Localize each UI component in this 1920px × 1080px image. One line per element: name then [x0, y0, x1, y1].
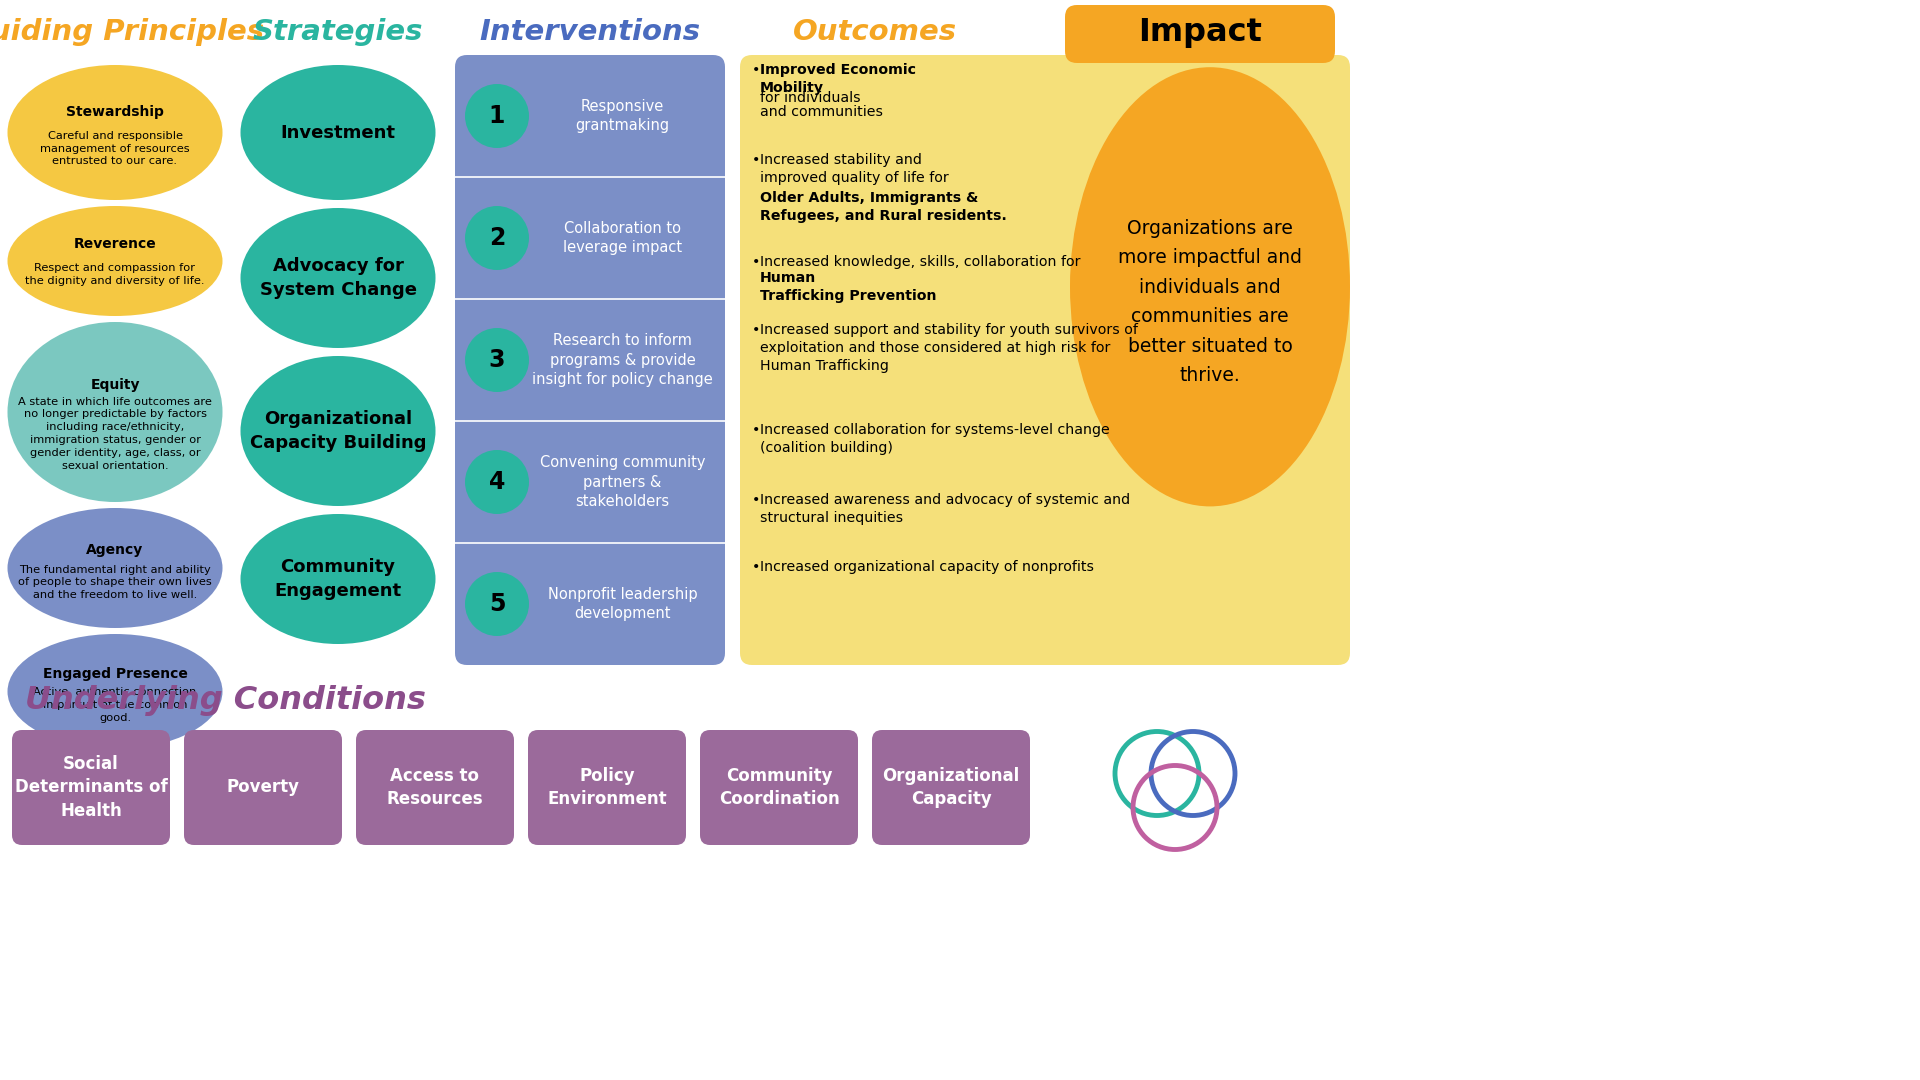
Text: Increased collaboration for systems-level change
(coalition building): Increased collaboration for systems-leve… [760, 423, 1110, 455]
Ellipse shape [8, 65, 223, 200]
Circle shape [465, 572, 530, 636]
Text: •: • [753, 561, 760, 573]
FancyBboxPatch shape [455, 55, 726, 665]
Text: for individuals: for individuals [760, 91, 860, 105]
Text: Organizational
Capacity Building: Organizational Capacity Building [250, 410, 426, 451]
Text: Outcomes: Outcomes [793, 18, 956, 46]
Ellipse shape [8, 322, 223, 502]
Ellipse shape [1069, 67, 1350, 507]
Text: Strategies: Strategies [253, 18, 422, 46]
Circle shape [465, 450, 530, 514]
Ellipse shape [240, 356, 436, 507]
Text: Collaboration to
leverage impact: Collaboration to leverage impact [563, 220, 682, 255]
Text: The fundamental right and ability
of people to shape their own lives
and the fre: The fundamental right and ability of peo… [17, 565, 211, 600]
Text: Reverence: Reverence [73, 238, 156, 252]
FancyBboxPatch shape [701, 730, 858, 845]
Text: Community
Engagement: Community Engagement [275, 558, 401, 599]
Text: •: • [753, 255, 760, 269]
Text: Respect and compassion for
the dignity and diversity of life.: Respect and compassion for the dignity a… [25, 262, 205, 285]
Text: 4: 4 [490, 470, 505, 494]
Text: Organizational
Capacity: Organizational Capacity [883, 767, 1020, 808]
Text: Stewardship: Stewardship [65, 105, 163, 119]
FancyBboxPatch shape [739, 55, 1350, 665]
Text: and communities: and communities [760, 105, 883, 119]
Text: Convening community
partners &
stakeholders: Convening community partners & stakehold… [540, 455, 705, 510]
Text: Advocacy for
System Change: Advocacy for System Change [259, 257, 417, 299]
Text: Access to
Resources: Access to Resources [386, 767, 484, 808]
Text: Increased support and stability for youth survivors of
exploitation and those co: Increased support and stability for yout… [760, 323, 1139, 373]
FancyBboxPatch shape [872, 730, 1029, 845]
Ellipse shape [8, 206, 223, 316]
Text: Community
Coordination: Community Coordination [718, 767, 839, 808]
Text: Policy
Environment: Policy Environment [547, 767, 666, 808]
Text: Interventions: Interventions [480, 18, 701, 46]
Text: Nonprofit leadership
development: Nonprofit leadership development [547, 586, 697, 621]
Circle shape [465, 328, 530, 392]
Text: 5: 5 [490, 592, 505, 616]
Text: Underlying Conditions: Underlying Conditions [25, 685, 426, 716]
Text: Increased stability and
improved quality of life for: Increased stability and improved quality… [760, 153, 948, 185]
Text: Human
Trafficking Prevention: Human Trafficking Prevention [760, 271, 937, 302]
Text: 2: 2 [490, 226, 505, 249]
Text: Engaged Presence: Engaged Presence [42, 667, 188, 681]
Text: Increased organizational capacity of nonprofits: Increased organizational capacity of non… [760, 561, 1094, 573]
Text: Organizations are
more impactful and
individuals and
communities are
better situ: Organizations are more impactful and ind… [1117, 218, 1302, 386]
Text: Active, authentic connection
in pursuit of the common
good.: Active, authentic connection in pursuit … [33, 688, 196, 724]
FancyBboxPatch shape [528, 730, 685, 845]
FancyBboxPatch shape [184, 730, 342, 845]
FancyBboxPatch shape [355, 730, 515, 845]
Text: Guiding Principles: Guiding Principles [0, 18, 265, 46]
Text: •: • [753, 492, 760, 507]
Text: Poverty: Poverty [227, 779, 300, 797]
Text: Impact: Impact [1139, 17, 1261, 49]
Text: •: • [753, 323, 760, 337]
Circle shape [465, 84, 530, 148]
Text: •: • [753, 153, 760, 167]
Ellipse shape [240, 208, 436, 348]
Text: Investment: Investment [280, 123, 396, 141]
Text: •: • [753, 423, 760, 437]
Text: Increased knowledge, skills, collaboration for: Increased knowledge, skills, collaborati… [760, 255, 1085, 269]
Text: Improved Economic
Mobility: Improved Economic Mobility [760, 63, 916, 95]
Text: A state in which life outcomes are
no longer predictable by factors
including ra: A state in which life outcomes are no lo… [17, 396, 211, 471]
FancyBboxPatch shape [1066, 5, 1334, 63]
Text: Older Adults, Immigrants &
Refugees, and Rural residents.: Older Adults, Immigrants & Refugees, and… [760, 191, 1006, 222]
Text: Equity: Equity [90, 378, 140, 392]
Circle shape [465, 206, 530, 270]
Text: •: • [753, 63, 760, 77]
Text: 3: 3 [490, 348, 505, 372]
Text: Research to inform
programs & provide
insight for policy change: Research to inform programs & provide in… [532, 333, 712, 388]
Ellipse shape [240, 65, 436, 200]
Text: Agency: Agency [86, 543, 144, 557]
Text: Careful and responsible
management of resources
entrusted to our care.: Careful and responsible management of re… [40, 131, 190, 166]
Ellipse shape [8, 634, 223, 750]
Ellipse shape [240, 514, 436, 644]
Text: 1: 1 [490, 104, 505, 129]
Ellipse shape [8, 508, 223, 627]
Text: Increased awareness and advocacy of systemic and
structural inequities: Increased awareness and advocacy of syst… [760, 492, 1131, 525]
Text: Social
Determinants of
Health: Social Determinants of Health [15, 755, 167, 820]
Text: Responsive
grantmaking: Responsive grantmaking [576, 98, 670, 134]
FancyBboxPatch shape [12, 730, 171, 845]
